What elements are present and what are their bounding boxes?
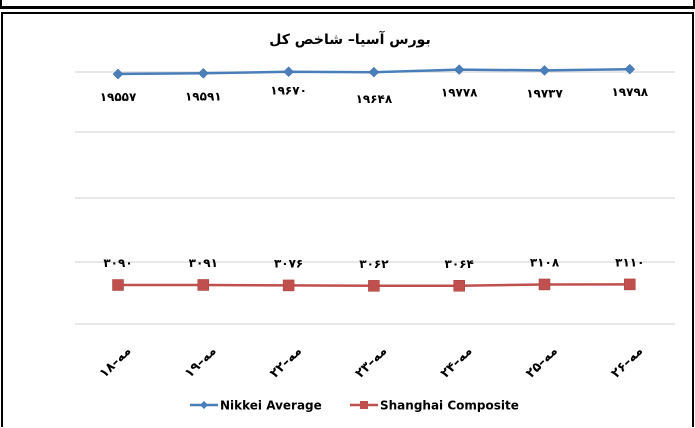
shanghai-point xyxy=(368,280,380,292)
x-tick-label: ۲۵–مه xyxy=(523,344,561,382)
x-tick-labels: ۱۸–مه ۱۹–مه ۲۲–مه ۲۳–مه ۲۴–مه ۲۵–مه ۲۶–مه xyxy=(97,344,646,382)
x-tick-label: ۲۳–مه xyxy=(353,344,391,382)
nikkei-data-label: ۱۹۵۵۷ xyxy=(100,90,137,104)
x-tick-label: ۱۹–مه xyxy=(182,344,220,382)
shanghai-point xyxy=(197,279,210,291)
nikkei-point xyxy=(368,66,380,78)
data-labels: ۱۹۵۵۷ ۱۹۵۹۱ ۱۹۶۷۰ ۱۹۶۴۸ ۱۹۷۷۸ ۱۹۷۳۷ ۱۹۷۹۸ ۳۰۹۰ ۳… xyxy=(100,84,649,271)
shanghai-data-label: ۳۰۶۲ xyxy=(359,257,389,271)
nikkei-data-label: ۱۹۷۹۸ xyxy=(611,85,648,99)
shanghai-point xyxy=(282,279,295,292)
nikkei-point xyxy=(453,64,465,75)
series-lines xyxy=(112,63,636,292)
legend-shanghai-label: Shanghai Composite xyxy=(380,399,519,413)
legend-nikkei-label: Nikkei Average xyxy=(220,399,322,413)
legend-nikkei-marker xyxy=(200,401,208,409)
x-tick-label: ۲۲–مه xyxy=(267,344,305,382)
shanghai-data-label: ۳۰۶۴ xyxy=(445,257,474,271)
chart-title: بورس آسیا– شاخص کل xyxy=(269,30,430,48)
nikkei-point xyxy=(112,68,124,80)
nikkei-point xyxy=(624,63,636,75)
shanghai-point xyxy=(538,278,551,291)
legend: Nikkei Average Shanghai Composite xyxy=(190,399,519,413)
nikkei-data-label: ۱۹۷۷۸ xyxy=(441,86,478,100)
x-tick-label: ۱۸–مه xyxy=(97,344,135,382)
shanghai-data-label: ۳۰۹۱ xyxy=(189,256,218,270)
x-tick-label: ۲۴–مه xyxy=(438,344,476,382)
shanghai-point xyxy=(624,278,636,291)
legend-shanghai-marker xyxy=(360,401,368,409)
nikkei-data-label: ۱۹۷۳۷ xyxy=(526,86,563,100)
shanghai-data-label: ۳۱۰۸ xyxy=(530,255,560,269)
shanghai-data-label: ۳۰۷۶ xyxy=(274,256,303,270)
shanghai-data-label: ۳۱۱۰ xyxy=(615,255,644,269)
nikkei-point xyxy=(283,66,294,78)
shanghai-point xyxy=(112,279,124,291)
chart-frame xyxy=(1,12,694,427)
shanghai-data-label: ۳۰۹۰ xyxy=(103,256,132,270)
nikkei-data-label: ۱۹۶۴۸ xyxy=(356,92,393,106)
top-border-band xyxy=(0,0,695,9)
nikkei-data-label: ۱۹۶۷۰ xyxy=(270,84,307,98)
nikkei-point xyxy=(539,65,550,76)
nikkei-data-label: ۱۹۵۹۱ xyxy=(185,89,222,103)
shanghai-point xyxy=(453,280,465,292)
nikkei-point xyxy=(197,67,209,79)
x-tick-label: ۲۶–مه xyxy=(608,344,646,382)
